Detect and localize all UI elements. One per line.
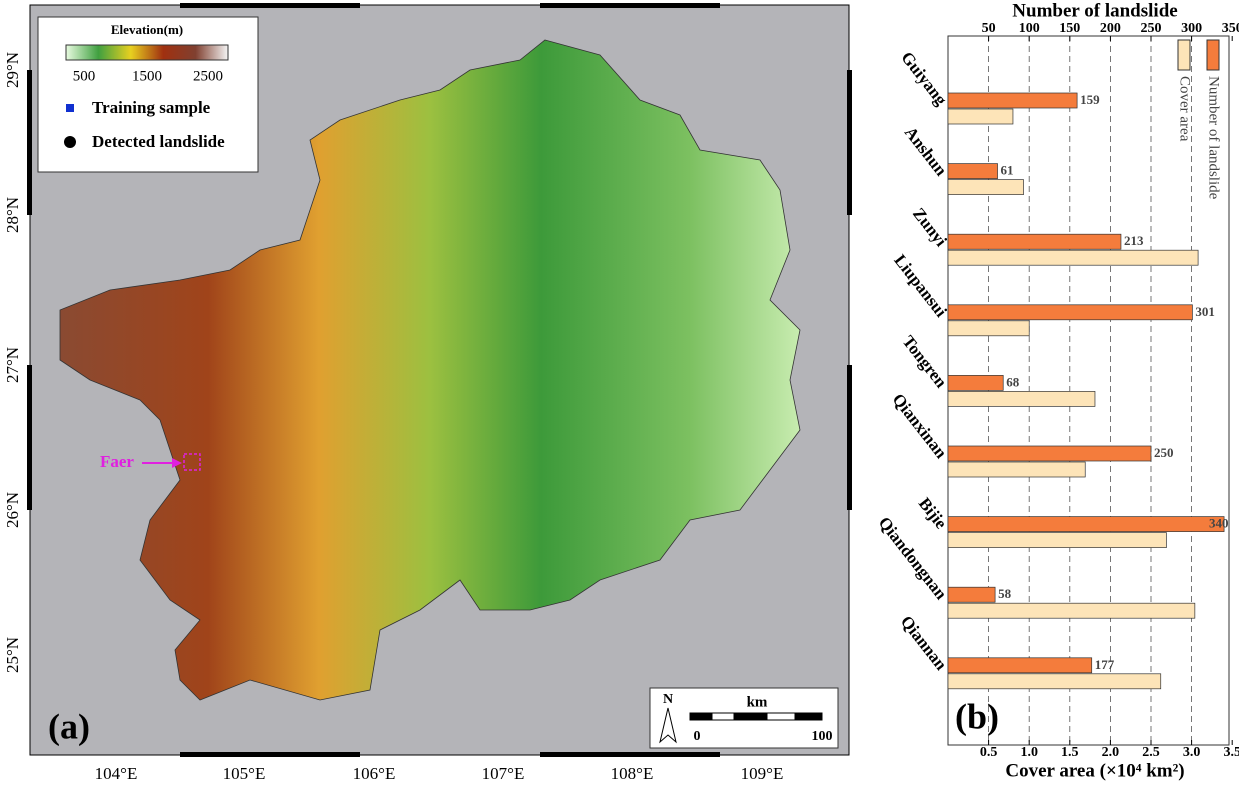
panel-label: (a) [48,706,90,746]
x-tick-label: 3.5 [1223,745,1239,760]
bar [947,108,1014,125]
legend-label: Number of landslide [1206,76,1222,200]
legend-label: Detected landslide [92,132,225,151]
bar [947,516,1225,532]
scale-bar [689,712,823,721]
x2-tick-label: 50 [982,21,996,36]
legend-swatch [1206,39,1220,71]
x2-tick-label: 150 [1059,21,1080,36]
bar [947,249,1199,266]
scale-start: 0 [694,729,701,744]
bar [947,445,1152,462]
site-box [183,453,201,471]
x-tick-label: 3.0 [1183,745,1201,760]
bar [947,673,1162,690]
bar [947,532,1167,548]
value-label: 340 [1209,516,1229,531]
category-label: Tongren [899,332,952,392]
map-legend [37,16,259,173]
value-label: 61 [1001,163,1014,178]
value-label: 177 [1095,657,1115,672]
value-label: 68 [1006,374,1020,389]
x-tick-label: 1.5 [1061,745,1079,760]
x2-tick-label: 100 [1019,21,1040,36]
training-symbol [66,104,74,112]
province [59,39,801,701]
category-label: Zunyi [909,204,951,250]
bar [947,92,1078,109]
north-arrow [659,707,677,744]
category-label: Qianxinan [889,390,951,462]
bar [947,586,996,603]
category-label: Qiannan [897,612,951,674]
panel-label: (b) [955,696,999,736]
lat-label: 25°N [3,637,22,673]
lat-label: 26°N [3,492,22,528]
x2-tick-label: 200 [1100,21,1121,36]
site-arrowhead [172,458,182,468]
colorbar-label: 500 [73,68,96,84]
colorbar-label: 2500 [193,68,223,84]
legend-label: Cover area [1177,76,1193,142]
lon-label: 104°E [95,764,138,783]
category-label: Bijie [915,494,951,533]
scale-unit: km [747,694,768,710]
value-label: 213 [1124,233,1144,248]
site-label: Faer [100,452,134,471]
bar [947,375,1004,391]
bar [947,657,1093,674]
bar [947,461,1086,478]
bar [947,179,1024,195]
bar [947,391,1096,407]
colorbar [65,44,229,61]
value-label: 58 [998,586,1012,601]
x-tick-label: 2.5 [1142,745,1160,760]
bar [947,304,1193,321]
x-axis-title: Cover area (×10⁴ km²) [1005,760,1184,781]
lon-label: 105°E [223,764,266,783]
legend-swatch [1177,39,1191,71]
value-label: 159 [1080,92,1100,107]
bar [947,320,1030,337]
legend-title: Elevation(m) [111,22,183,37]
lat-label: 28°N [3,197,22,233]
lon-label: 109°E [741,764,784,783]
scale-end: 100 [812,729,833,744]
bar [947,602,1196,619]
bar [947,163,998,179]
x2-tick-label: 350 [1222,21,1239,36]
frame-ticks [27,3,852,757]
category-label: Anshun [901,123,951,180]
category-label: Liupansui [890,251,951,321]
lat-label: 29°N [3,52,22,88]
x2-axis-title: Number of landslide [1012,0,1177,21]
north-label: N [663,692,673,707]
value-label: 250 [1154,445,1174,460]
detected-symbol [64,136,76,148]
x-tick-label: 1.0 [1020,745,1038,760]
legend-label: Training sample [92,98,211,117]
category-label: Guiyang [897,48,951,109]
bar [947,233,1122,250]
x2-tick-label: 300 [1181,21,1202,36]
lon-label: 107°E [482,764,525,783]
lon-label: 108°E [611,764,654,783]
x-tick-label: 2.0 [1102,745,1120,760]
lon-label: 106°E [353,764,396,783]
colorbar-label: 1500 [132,68,162,84]
lat-label: 27°N [3,347,22,383]
x-tick-label: 0.5 [980,745,998,760]
x2-tick-label: 250 [1141,21,1162,36]
value-label: 301 [1195,304,1215,319]
